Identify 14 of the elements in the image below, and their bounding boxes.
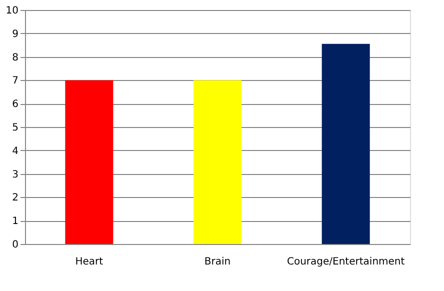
x-tick-label: Courage/Entertainment [286,256,405,268]
x-tick-label: Brain [204,256,231,268]
y-tick-label: 6 [12,99,18,110]
x-tick-label: Heart [75,256,104,268]
y-tick-label: 8 [12,52,18,64]
y-tick-label: 5 [12,122,18,134]
y-tick-label: 9 [12,28,18,40]
y-tick-label: 4 [12,146,18,157]
y-tick-label: 2 [12,192,18,204]
y-tick-label: 10 [6,6,18,16]
y-tick-label: 7 [12,76,18,87]
y-tick-label: 3 [12,169,18,180]
y-tick-label: 1 [12,216,18,228]
y-tick-label: 0 [12,240,18,250]
